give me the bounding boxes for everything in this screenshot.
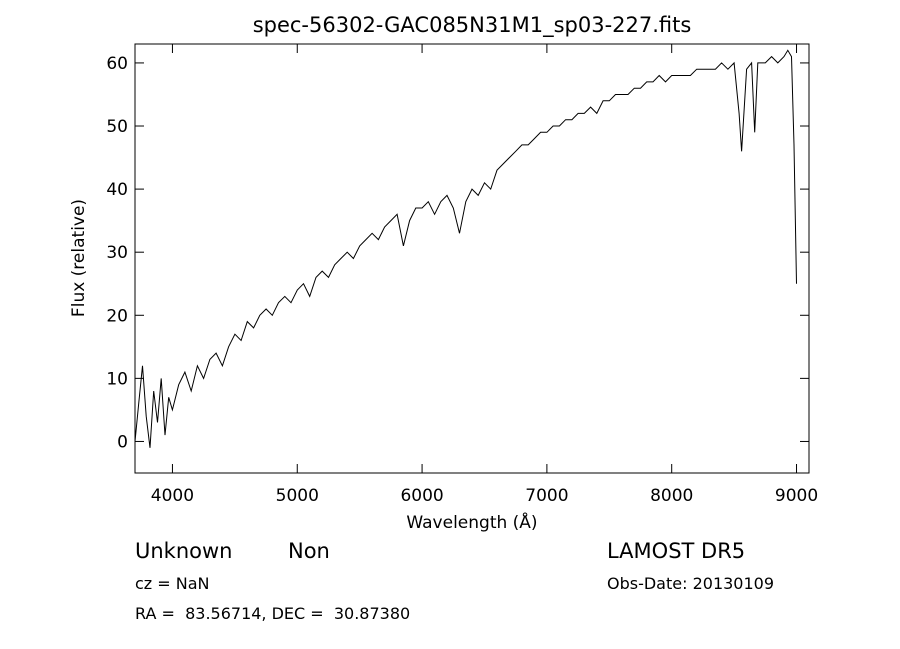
obs-date: Obs-Date: 20130109 — [607, 574, 775, 593]
x-tick-label: 4000 — [151, 486, 194, 506]
x-tick-label: 6000 — [400, 486, 443, 506]
object-class: Unknown — [135, 539, 233, 563]
x-tick-label: 8000 — [650, 486, 693, 506]
y-tick-label: 50 — [106, 117, 128, 137]
chart-title: spec-56302-GAC085N31M1_sp03-227.fits — [253, 13, 692, 38]
y-axis: 0 10 20 30 40 50 60 — [106, 54, 809, 452]
x-tick-label: 5000 — [276, 486, 319, 506]
plot-frame — [134, 43, 810, 474]
cz-value: cz = NaN — [135, 574, 210, 593]
series-line-flux — [134, 49, 797, 448]
survey-name: LAMOST DR5 — [607, 539, 746, 563]
x-tick-label: 9000 — [775, 486, 818, 506]
x-axis-label: Wavelength (Å) — [406, 511, 537, 533]
y-tick-label: 30 — [106, 243, 128, 263]
x-tick-label: 7000 — [525, 486, 568, 506]
y-tick-label: 20 — [106, 306, 128, 326]
coordinates: RA = 83.56714, DEC = 30.87380 — [135, 604, 411, 623]
y-tick-label: 0 — [117, 432, 128, 452]
x-axis: 4000 5000 6000 7000 8000 9000 — [151, 44, 818, 506]
y-tick-label: 60 — [106, 54, 128, 74]
y-axis-label: Flux (relative) — [69, 199, 89, 317]
object-subclass: Non — [288, 539, 330, 563]
y-tick-label: 40 — [106, 180, 128, 200]
y-tick-label: 10 — [106, 369, 128, 389]
